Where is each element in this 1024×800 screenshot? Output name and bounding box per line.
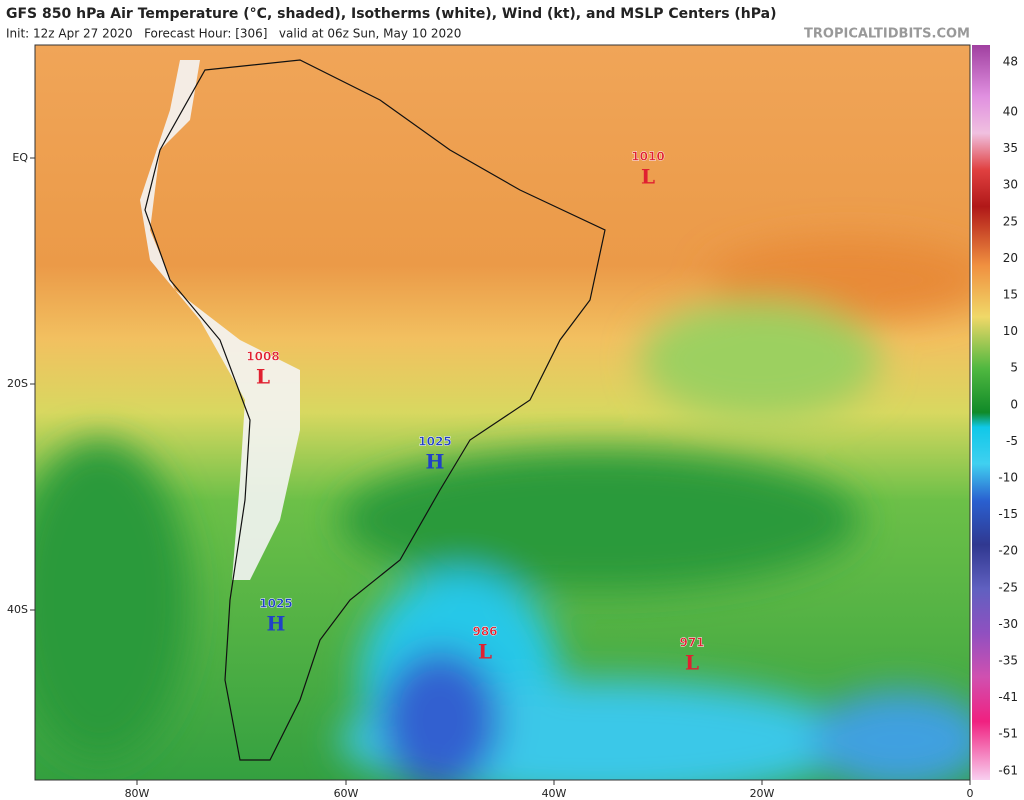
longitude-label: 20W xyxy=(750,787,775,800)
colorbar-label: 25 xyxy=(1003,214,1018,228)
map xyxy=(35,45,970,780)
colorbar-label: 48 xyxy=(1003,55,1018,69)
pressure-value: 971 xyxy=(679,636,704,650)
pressure-letter: L xyxy=(641,165,655,189)
latitude-label: 40S xyxy=(7,603,28,616)
colorbar xyxy=(972,45,990,780)
colorbar-label: -41 xyxy=(998,690,1018,704)
colorbar-label: -20 xyxy=(998,544,1018,558)
colorbar-label: 30 xyxy=(1003,178,1018,192)
colorbar-label: 20 xyxy=(1003,251,1018,265)
pressure-value: 1010 xyxy=(631,150,664,164)
longitude-label: 80W xyxy=(125,787,150,800)
map-frame xyxy=(34,44,971,781)
pressure-letter: H xyxy=(267,612,286,636)
pressure-letter: H xyxy=(426,450,445,474)
pressure-value: 1025 xyxy=(259,597,292,611)
longitude-label: 60W xyxy=(334,787,359,800)
pressure-value: 1025 xyxy=(418,435,451,449)
colorbar-label: -51 xyxy=(998,727,1018,741)
colorbar-label: -25 xyxy=(998,580,1018,594)
latitude-label: EQ xyxy=(12,151,28,164)
colorbar-label: 0 xyxy=(1010,397,1018,411)
pressure-letter: L xyxy=(256,365,270,389)
colorbar-label: -10 xyxy=(998,471,1018,485)
credit: TROPICALTIDBITS.COM xyxy=(804,27,970,42)
coastline xyxy=(144,59,606,761)
andes-highlands xyxy=(140,60,300,580)
pressure-letter: L xyxy=(478,640,492,664)
colorbar-label: -35 xyxy=(998,654,1018,668)
longitude-label: 0 xyxy=(967,787,974,800)
colorbar-label: 40 xyxy=(1003,105,1018,119)
colorbar-label: -61 xyxy=(998,763,1018,777)
colorbar-label: -15 xyxy=(998,507,1018,521)
latitude-label: 20S xyxy=(7,377,28,390)
colorbar-label: 15 xyxy=(1003,288,1018,302)
colorbar-label: 5 xyxy=(1010,361,1018,375)
longitude-label: 40W xyxy=(542,787,567,800)
shading-blobs xyxy=(35,240,970,780)
pressure-letter: L xyxy=(685,651,699,675)
colorbar-label: 10 xyxy=(1003,324,1018,338)
subtitle: Init: 12z Apr 27 2020 Forecast Hour: [30… xyxy=(6,27,461,41)
pressure-value: 1008 xyxy=(246,350,279,364)
pressure-value: 986 xyxy=(472,625,497,639)
title: GFS 850 hPa Air Temperature (°C, shaded)… xyxy=(6,6,777,22)
colorbar-label: -5 xyxy=(1006,434,1018,448)
labels: EQ 20S 40S 80W 60W 40W 20W 0 48 40 35 30 25 20 15 10 5 0 -… xyxy=(7,55,1018,800)
colorbar-label: -30 xyxy=(998,617,1018,631)
colorbar-label: 35 xyxy=(1003,141,1018,155)
